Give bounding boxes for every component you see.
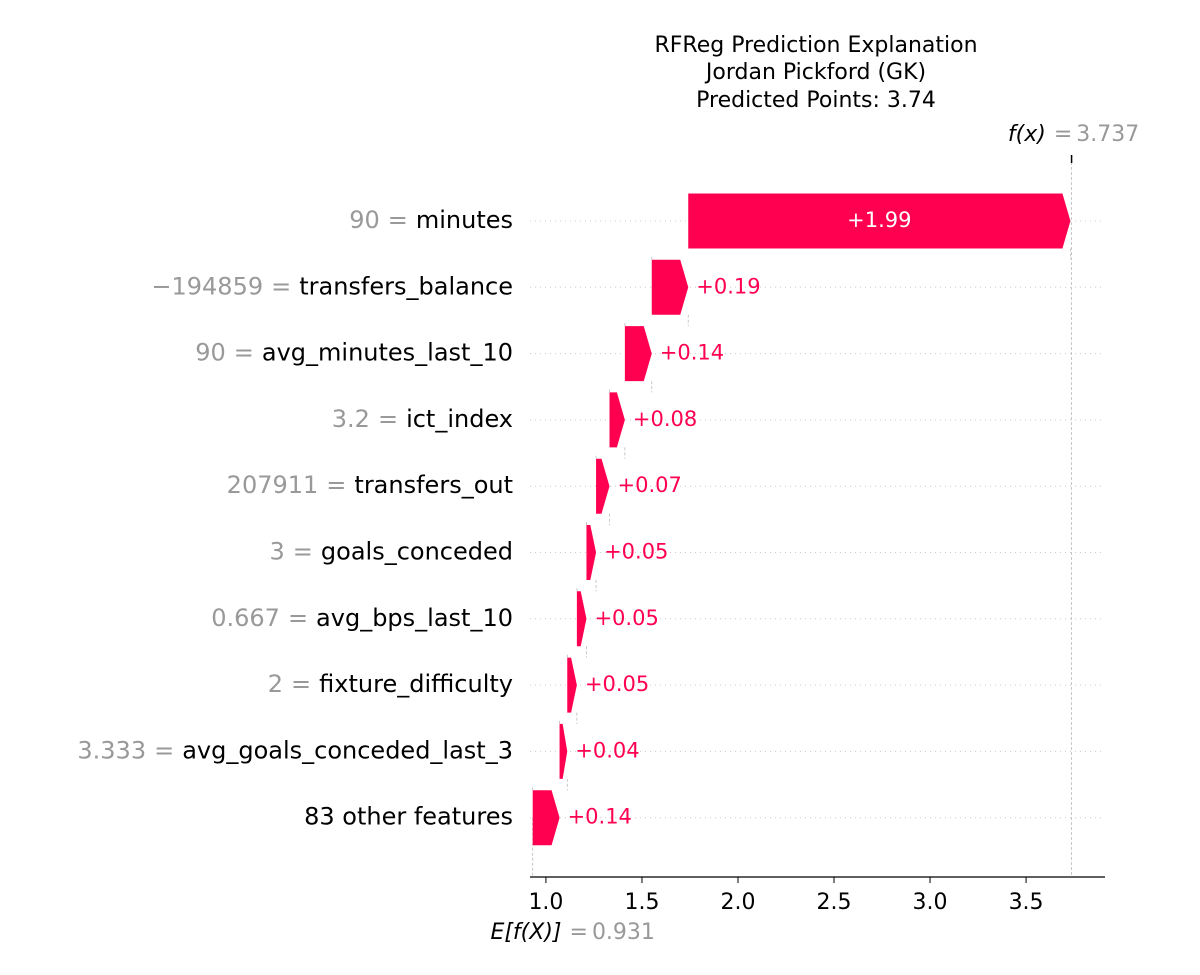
value-label: +1.99 [847,208,911,232]
feature-name: minutes [416,206,513,234]
bar [609,392,625,448]
chart-title: RFReg Prediction Explanation [654,33,977,58]
base-label: E[f(X)] = 0.931 [490,920,654,945]
separator: = [271,272,291,300]
chart-title: Predicted Points: 3.74 [696,88,936,113]
bar [559,723,568,779]
feature-value: 90 [349,206,380,234]
separator: = [291,670,311,698]
bar [567,657,577,713]
feature-label: 207911 = transfers_out [227,471,513,499]
feature-value: 3.2 [332,405,370,433]
value-label: +0.08 [633,407,697,431]
output-name: f(x) [1008,122,1046,147]
value-label: +0.05 [594,606,658,630]
feature-label: 0.667 = avg_bps_last_10 [211,604,513,632]
bar [586,525,597,580]
feature-value: 90 [195,339,226,367]
feature-name: avg_goals_conceded_last_3 [182,736,513,764]
chart-title: Jordan Pickford (GK) [704,60,926,85]
feature-label: 3.2 = ict_index [332,405,513,433]
separator: = [388,206,408,234]
feature-label: 3.333 = avg_goals_conceded_last_3 [77,736,513,764]
feature-value: 3.333 [77,736,146,764]
feature-name: avg_bps_last_10 [316,604,513,632]
feature-value: 3 [270,538,285,566]
separator: = [293,538,313,566]
base-value: 0.931 [592,920,655,945]
separator: = [1054,122,1072,147]
feature-name: ict_index [406,405,513,433]
base-name: E[f(X)] [490,920,561,945]
value-label: +0.07 [618,473,682,497]
feature-label: 83 other features [304,803,513,831]
feature-value: 2 [268,670,283,698]
feature-name: transfers_out [354,471,513,499]
value-label: +0.14 [568,805,632,829]
feature-label: 90 = minutes [349,206,513,234]
bar [624,326,652,382]
value-label: +0.19 [696,274,760,298]
feature-value: 0.667 [211,604,280,632]
bar [651,259,689,315]
feature-label: −194859 = transfers_balance [151,272,513,300]
separator: = [326,471,346,499]
output-value: 3.737 [1076,122,1139,147]
separator: = [234,339,254,367]
x-tick-label: 1.5 [624,890,659,915]
value-label: +0.05 [585,672,649,696]
separator: = [154,736,174,764]
feature-name: goals_conceded [321,538,513,566]
feature-name: avg_minutes_last_10 [262,339,513,367]
bar [596,458,610,514]
bar [532,790,560,846]
value-label: +0.14 [660,341,724,365]
x-tick-label: 1.0 [528,890,563,915]
separator: = [288,604,308,632]
separator: = [378,405,398,433]
x-tick-label: 2.0 [720,890,755,915]
bar [576,591,587,647]
value-label: +0.04 [575,738,639,762]
feature-value: 207911 [227,471,319,499]
value-label: +0.05 [604,540,668,564]
feature-name: fixture_difficulty [319,670,513,698]
feature-value: −194859 [151,272,263,300]
separator: = [570,920,588,945]
feature-label: 2 = fixture_difficulty [268,670,513,698]
feature-label: 90 = avg_minutes_last_10 [195,339,513,367]
feature-name: transfers_balance [299,272,513,300]
output-label: f(x) = 3.737 [1008,122,1139,147]
feature-name: 83 other features [304,803,513,831]
bar [688,193,1071,249]
x-tick-label: 3.5 [1009,890,1044,915]
x-tick-label: 3.0 [913,890,948,915]
feature-label: 3 = goals_conceded [270,538,513,566]
x-tick-label: 2.5 [817,890,852,915]
